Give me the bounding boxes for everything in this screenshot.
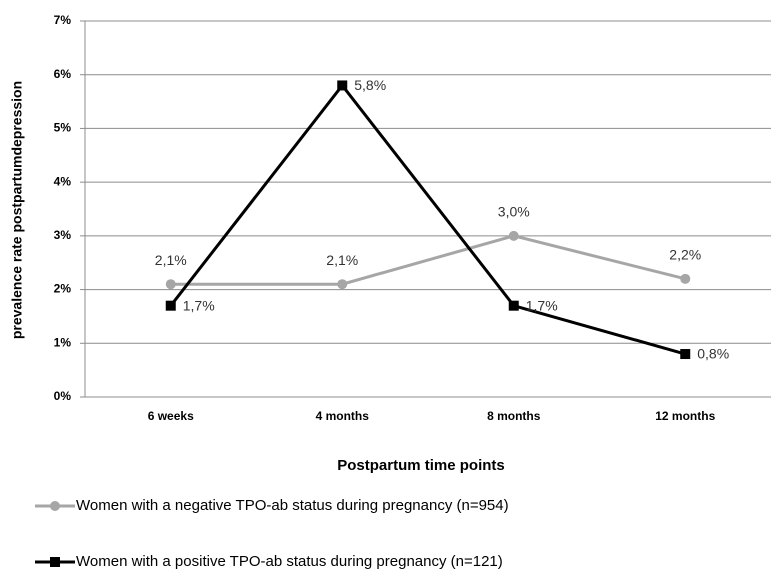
marker [680,273,691,284]
data-label: 2,1% [155,252,187,268]
legend-marker [50,557,60,567]
marker [508,230,519,241]
data-label: 2,2% [669,247,701,263]
data-label: 2,1% [326,252,358,268]
marker [165,279,176,290]
y-tick-label: 2% [54,282,72,296]
marker [508,300,519,311]
series-line [170,234,686,286]
data-label: 1,7% [183,297,215,313]
data-label: 0,8% [697,346,729,362]
y-tick-label: 7% [54,13,72,27]
x-axis-title: Postpartum time points [337,457,505,474]
marker [337,279,348,290]
y-tick-label: 4% [54,174,72,188]
x-tick-label: 12 months [655,409,715,423]
x-tick-label: 4 months [316,409,370,423]
data-label: 1,7% [526,297,558,313]
y-axis-title: prevalence rate postpartumdepression [9,81,25,339]
y-tick-label: 5% [54,121,72,135]
legend-label: Women with a negative TPO-ab status duri… [76,497,509,514]
x-tick-label: 6 weeks [148,409,194,423]
data-label: 5,8% [354,77,386,93]
marker [337,80,348,91]
series-line [169,83,686,356]
legend-label: Women with a positive TPO-ab status duri… [76,553,503,570]
y-tick-label: 1% [54,335,72,349]
marker [680,349,691,360]
marker [165,300,176,311]
y-tick-label: 3% [54,228,72,242]
x-tick-label: 8 months [487,409,541,423]
y-tick-label: 0% [54,389,72,403]
y-tick-label: 6% [54,67,72,81]
legend-marker [50,501,60,511]
data-label: 3,0% [498,204,530,220]
